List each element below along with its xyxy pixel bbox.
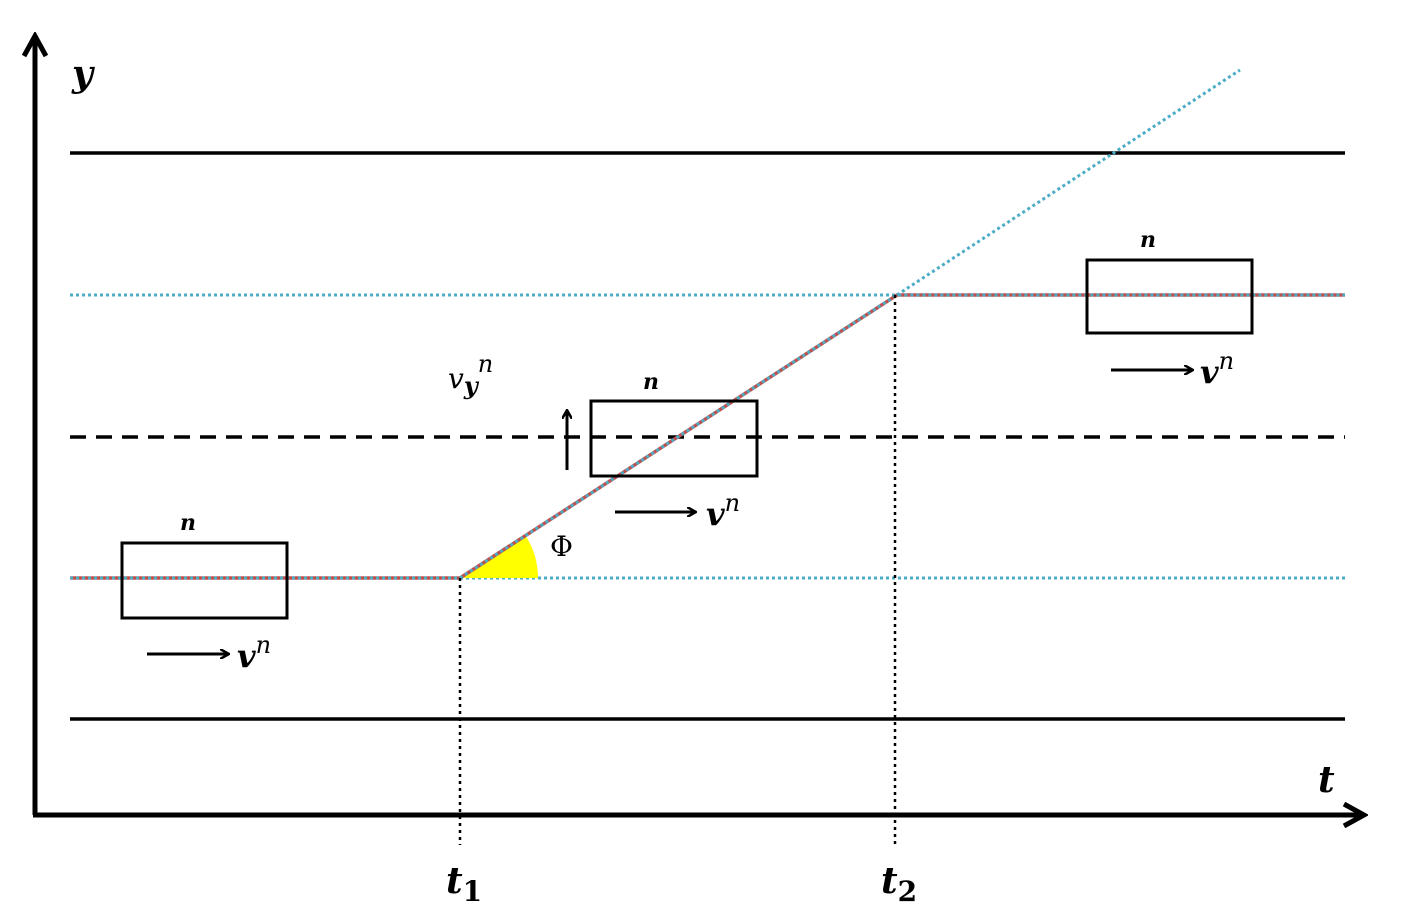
velocity-label: vn xyxy=(1200,347,1234,391)
velocity-label: vn xyxy=(237,631,271,675)
trajectory-extension xyxy=(896,68,1241,297)
superscript: n xyxy=(1219,347,1234,375)
base: v xyxy=(448,362,464,395)
superscript: n xyxy=(256,631,271,659)
superscript: n xyxy=(478,350,493,378)
base: v xyxy=(237,637,256,675)
subscript: 2 xyxy=(898,875,917,908)
y-axis-label: y xyxy=(71,53,95,95)
subscript: 1 xyxy=(463,875,482,908)
angle-label: Φ xyxy=(550,530,573,563)
t-axis-label: t xyxy=(1318,759,1335,801)
time-label: t2 xyxy=(881,860,917,908)
vehicle-label: n xyxy=(180,510,196,536)
vehicle-label: n xyxy=(1140,227,1156,253)
vehicle-label: n xyxy=(643,369,659,395)
lateral-velocity-label: vyn xyxy=(448,350,493,400)
subscript: y xyxy=(463,371,480,400)
vehicle xyxy=(589,399,759,478)
base: v xyxy=(706,495,725,533)
superscript: n xyxy=(725,489,740,517)
velocity-label: vn xyxy=(706,489,740,533)
time-label: t1 xyxy=(446,860,482,908)
vehicle xyxy=(1085,258,1254,335)
vehicle xyxy=(120,541,289,620)
trajectory-overlay xyxy=(70,293,1345,580)
base: t xyxy=(881,860,898,902)
base: v xyxy=(1200,353,1219,391)
base: t xyxy=(446,860,463,902)
